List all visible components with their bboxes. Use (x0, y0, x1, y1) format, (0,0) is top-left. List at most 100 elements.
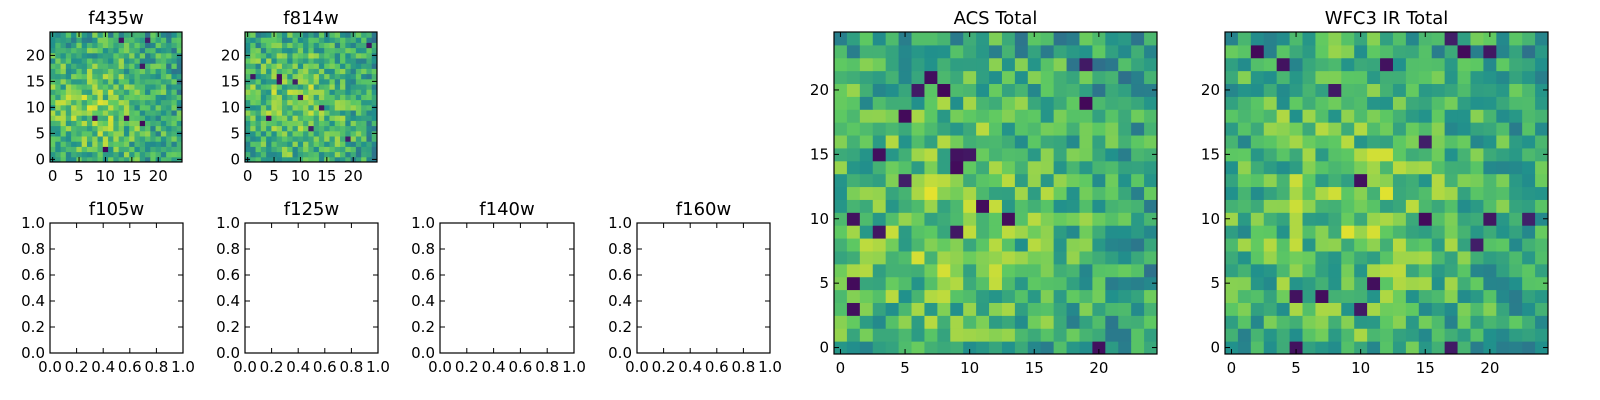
heatmap-cell (1066, 96, 1080, 110)
heatmap-cell (60, 73, 67, 80)
heatmap-cell (1470, 96, 1484, 110)
heatmap-cell (989, 96, 1003, 110)
heatmap-cell (361, 42, 367, 49)
heatmap-cell (1289, 186, 1304, 200)
heatmap-cell (1289, 302, 1304, 316)
heatmap-cell (313, 125, 320, 132)
heatmap-cell (1444, 186, 1459, 200)
heatmap-cell (1405, 44, 1420, 59)
heatmap-cell (1225, 32, 1239, 46)
heatmap-cell (255, 89, 262, 95)
heatmap-cell (260, 151, 267, 158)
heatmap-cell (834, 70, 848, 85)
heatmap-cell (1131, 276, 1145, 291)
heatmap-cell (65, 89, 72, 95)
heatmap-cell (1509, 173, 1523, 188)
heatmap-cell (81, 32, 88, 38)
heatmap-cell (963, 302, 977, 316)
heatmap-cell (55, 104, 62, 111)
x-tick-label: 0.4 (678, 358, 702, 376)
heatmap-cell (1522, 238, 1536, 252)
heatmap-cell (859, 199, 874, 213)
heatmap-cell (50, 151, 56, 158)
heatmap-cell (1354, 276, 1368, 291)
heatmap-cell (1144, 32, 1158, 46)
heatmap-cell (1431, 70, 1446, 85)
heatmap-cell (1079, 238, 1093, 252)
heatmap-cell (989, 289, 1003, 303)
heatmap-cell (1392, 341, 1407, 355)
heatmap-cell (1444, 250, 1459, 265)
heatmap-cell (1457, 122, 1471, 136)
heatmap-cell (885, 328, 900, 342)
heatmap-cell (281, 146, 288, 153)
heatmap-cell (1225, 289, 1239, 303)
heatmap-cell (292, 110, 299, 116)
heatmap-cell (1263, 32, 1278, 46)
heatmap-cell (97, 110, 104, 116)
heatmap-cell (71, 84, 77, 90)
heatmap-cell (1431, 263, 1446, 278)
y-tick-label: 0 (819, 339, 829, 357)
heatmap-cell (950, 147, 964, 162)
heatmap-cell (846, 199, 861, 213)
heatmap-cell (160, 63, 167, 69)
heatmap-cell (108, 42, 114, 49)
heatmap-cell (303, 63, 309, 69)
heatmap-cell (255, 151, 262, 158)
heatmap-cell (1483, 199, 1497, 213)
heatmap-cell (329, 99, 336, 106)
heatmap-cell (1105, 57, 1119, 72)
heatmap-cell (1276, 57, 1291, 72)
heatmap-cell (834, 276, 848, 291)
heatmap-cell (55, 37, 62, 43)
heatmap-cell (108, 73, 114, 80)
heatmap-cell (1014, 122, 1029, 136)
heatmap-cell (76, 110, 83, 116)
heatmap-cell (118, 151, 125, 158)
x-tick-label: 10 (1351, 359, 1370, 377)
heatmap-cell (171, 37, 178, 43)
heatmap-cell (937, 225, 951, 239)
heatmap-cell (318, 146, 325, 153)
heatmap-cell (898, 147, 913, 162)
heatmap-cell (1001, 122, 1016, 136)
heatmap-cell (150, 73, 157, 80)
heatmap-cell (123, 84, 130, 90)
axes-frame (244, 222, 379, 354)
heatmap-cell (1354, 122, 1368, 136)
heatmap-cell (255, 78, 262, 85)
heatmap-cell (65, 104, 72, 111)
heatmap-cell (134, 58, 141, 64)
heatmap-cell (1302, 135, 1316, 149)
heatmap-cell (1027, 173, 1042, 188)
heatmap-cell (1522, 70, 1536, 85)
heatmap-cell (1066, 263, 1080, 278)
heatmap-cell (308, 32, 315, 38)
heatmap-cell (1328, 238, 1342, 252)
heatmap-cell (266, 99, 272, 106)
heatmap-cell (885, 122, 900, 136)
heatmap-cell (1522, 147, 1536, 162)
heatmap-cell (102, 115, 109, 121)
heatmap-cell (989, 341, 1003, 355)
heatmap-cell (303, 78, 309, 85)
heatmap-cell (1066, 83, 1080, 97)
heatmap-cell (345, 42, 352, 49)
heatmap-cell (1014, 160, 1029, 175)
heatmap-cell (334, 52, 341, 59)
heatmap-cell (276, 32, 283, 38)
heatmap-cell (834, 83, 848, 97)
heatmap-cell (1341, 83, 1355, 97)
heatmap-cell (329, 42, 336, 49)
heatmap-cell (911, 302, 925, 316)
heatmap-cell (1328, 276, 1342, 291)
heatmap-cell (155, 130, 162, 137)
heatmap-cell (1250, 83, 1265, 97)
heatmap-cell (361, 146, 367, 153)
heatmap-cell (118, 68, 125, 75)
x-tick-label: 10 (96, 167, 115, 185)
heatmap-cell (113, 73, 120, 80)
heatmap-cell (1237, 83, 1252, 97)
heatmap-cell (324, 94, 330, 101)
